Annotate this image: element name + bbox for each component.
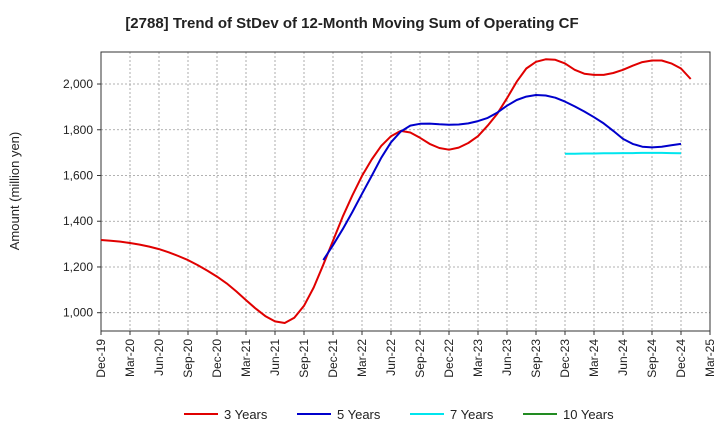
x-tick-label: Dec-19 [94, 339, 108, 378]
x-tick-label: Sep-21 [297, 339, 311, 378]
series-line-3-years [100, 58, 692, 324]
x-tick-label: Dec-20 [210, 339, 224, 378]
x-axis-ticks: Dec-19 Mar-20 Jun-20 Sep-20 Dec-20 Mar-21 Jun-… [94, 331, 717, 378]
y-tick-label: 1,600 [63, 168, 93, 182]
x-tick-label: Mar-23 [471, 339, 485, 377]
x-tick-label: Jun-24 [616, 339, 630, 376]
x-tick-label: Dec-21 [326, 339, 340, 378]
x-tick-label: Mar-24 [587, 339, 601, 377]
plot-frame [100, 51, 711, 332]
chart-title: [2788] Trend of StDev of 12-Month Moving… [125, 15, 578, 32]
gridlines [100, 52, 711, 331]
legend: 3 Years 5 Years 7 Years 10 Years [184, 407, 614, 422]
y-tick-label: 1,000 [63, 306, 93, 320]
x-tick-label: Mar-21 [239, 339, 253, 377]
y-axis-title: Amount (million yen) [7, 132, 22, 251]
x-tick-label: Jun-20 [152, 339, 166, 376]
series-line-5-years [322, 94, 682, 261]
x-tick-label: Jun-23 [500, 339, 514, 376]
x-tick-label: Sep-22 [413, 339, 427, 378]
y-tick-label: 1,400 [63, 214, 93, 228]
x-tick-label: Sep-20 [181, 339, 195, 378]
x-tick-label: Mar-20 [123, 339, 137, 377]
y-tick-label: 1,800 [63, 123, 93, 137]
x-tick-label: Jun-21 [268, 339, 282, 376]
x-tick-label: Mar-25 [703, 339, 717, 377]
y-axis-ticks: 1,000 1,200 1,400 1,600 1,800 2,000 [63, 77, 101, 320]
x-tick-label: Dec-23 [558, 339, 572, 378]
y-tick-label: 1,200 [63, 260, 93, 274]
x-tick-label: Mar-22 [355, 339, 369, 377]
x-tick-label: Dec-24 [674, 339, 688, 378]
series-line-7-years [565, 151, 682, 155]
y-tick-label: 2,000 [63, 77, 93, 91]
legend-label-5-years: 5 Years [337, 407, 381, 422]
x-tick-label: Sep-24 [645, 339, 659, 378]
x-tick-label: Dec-22 [442, 339, 456, 378]
legend-label-10-years: 10 Years [563, 407, 614, 422]
series-lines [100, 58, 692, 324]
x-tick-label: Sep-23 [529, 339, 543, 378]
legend-label-3-years: 3 Years [224, 407, 268, 422]
x-tick-label: Jun-22 [384, 339, 398, 376]
legend-label-7-years: 7 Years [450, 407, 494, 422]
